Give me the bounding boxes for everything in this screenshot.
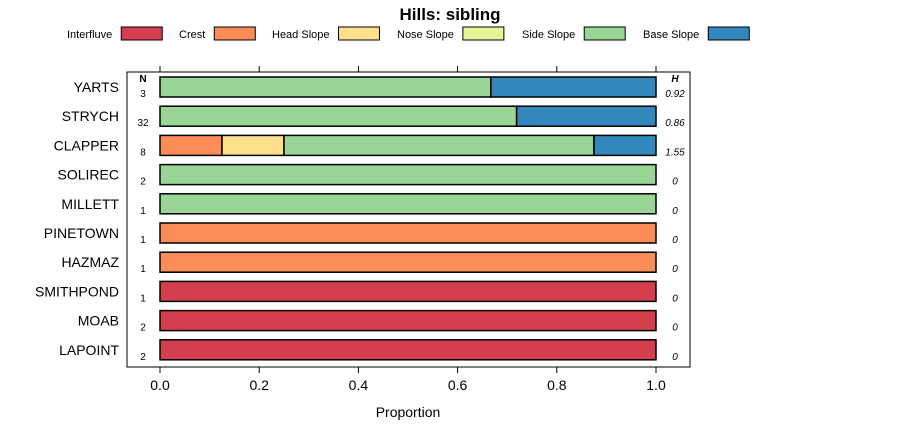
legend-label-2: Head Slope [272, 29, 330, 41]
x-tick-label-2: 0.4 [349, 377, 369, 393]
x-tick-label-3: 0.6 [448, 377, 468, 393]
legend-label-0: Interfluve [67, 29, 112, 41]
n-value-smithpond: 1 [140, 293, 146, 304]
legend-swatch-0 [120, 26, 163, 41]
bar-moab-interfluve [159, 309, 657, 332]
x-tick-label-0: 0.0 [150, 377, 170, 393]
h-value-solirec: 0 [672, 177, 678, 188]
legend-label-5: Base Slope [643, 29, 699, 41]
legend-label-1: Crest [179, 29, 205, 41]
bar-pinetown-crest [159, 222, 657, 244]
legend-swatch-4 [583, 26, 626, 41]
row-label-yarts: YARTS [74, 79, 119, 95]
n-value-pinetown: 1 [140, 235, 146, 246]
plot-frame [126, 71, 691, 368]
bar-yarts-base-slope [490, 76, 657, 98]
h-value-smithpond: 0 [672, 293, 678, 304]
row-label-millett: MILLETT [61, 196, 119, 212]
bar-solirec-side-slope [159, 163, 657, 186]
bar-yarts-side-slope [159, 76, 492, 98]
bar-hazmaz-crest [159, 251, 657, 273]
n-value-solirec: 2 [140, 177, 146, 188]
legend-swatch-3 [462, 26, 505, 41]
h-header: H [671, 74, 679, 85]
row-label-moab: MOAB [78, 313, 119, 329]
h-value-millett: 0 [672, 206, 678, 217]
row-label-lapoint: LAPOINT [59, 342, 119, 358]
bar-clapper-side-slope [283, 134, 595, 157]
h-value-clapper: 1.55 [665, 147, 685, 158]
dendrogram [713, 87, 767, 321]
n-value-clapper: 8 [140, 147, 146, 158]
bar-lapoint-interfluve [159, 339, 657, 361]
bar-clapper-head-slope [221, 134, 285, 157]
n-value-millett: 1 [140, 206, 146, 217]
row-label-strych: STRYCH [62, 108, 119, 124]
x-tick-label-4: 0.8 [547, 377, 567, 393]
h-value-pinetown: 0 [672, 235, 678, 246]
n-values: 3 32 8 2 1 1 1 1 2 2 [137, 89, 149, 363]
x-axis-title: Proportion [376, 404, 441, 420]
row-label-smithpond: SMITHPOND [35, 283, 119, 299]
row-label-clapper: CLAPPER [54, 137, 119, 153]
bar-strych-side-slope [159, 105, 518, 127]
h-value-yarts: 0.92 [665, 89, 685, 100]
legend-label-3: Nose Slope [397, 29, 454, 41]
bar-millett-side-slope [159, 193, 657, 215]
n-value-strych: 32 [137, 118, 149, 129]
bar-smithpond-interfluve [159, 280, 657, 303]
bars [159, 76, 657, 361]
x-axis: 0.0 0.2 0.4 0.6 0.8 1.0 [150, 66, 666, 393]
h-value-strych: 0.86 [665, 118, 685, 129]
h-values: 0.92 0.86 1.55 0 0 0 0 0 0 0 [665, 89, 685, 363]
row-labels: YARTS STRYCH CLAPPER SOLIREC MILLETT PINETOWN… [35, 79, 119, 358]
legend-label-4: Side Slope [522, 29, 575, 41]
bar-clapper-crest [159, 134, 223, 157]
row-label-solirec: SOLIREC [58, 167, 119, 183]
legend-swatch-2 [338, 26, 380, 41]
h-value-moab: 0 [672, 323, 678, 334]
h-value-lapoint: 0 [672, 352, 678, 363]
row-label-pinetown: PINETOWN [44, 225, 119, 241]
legend: Interfluve Crest Head Slope Nose Slope Side … [67, 26, 750, 41]
h-value-hazmaz: 0 [672, 264, 678, 275]
legend-swatch-1 [213, 26, 256, 41]
bar-strych-base-slope [515, 105, 657, 127]
n-value-hazmaz: 1 [140, 264, 146, 275]
n-header: N [139, 74, 146, 85]
bar-clapper-base-slope [593, 134, 657, 157]
x-tick-label-1: 0.2 [249, 377, 269, 393]
x-tick-label-5: 1.0 [646, 377, 666, 393]
n-value-yarts: 3 [140, 89, 146, 100]
legend-swatch-5 [707, 26, 750, 41]
chart-title: Hills: sibling [399, 5, 500, 24]
n-value-lapoint: 2 [140, 352, 146, 363]
n-value-moab: 2 [140, 323, 146, 334]
row-label-hazmaz: HAZMAZ [61, 254, 119, 270]
